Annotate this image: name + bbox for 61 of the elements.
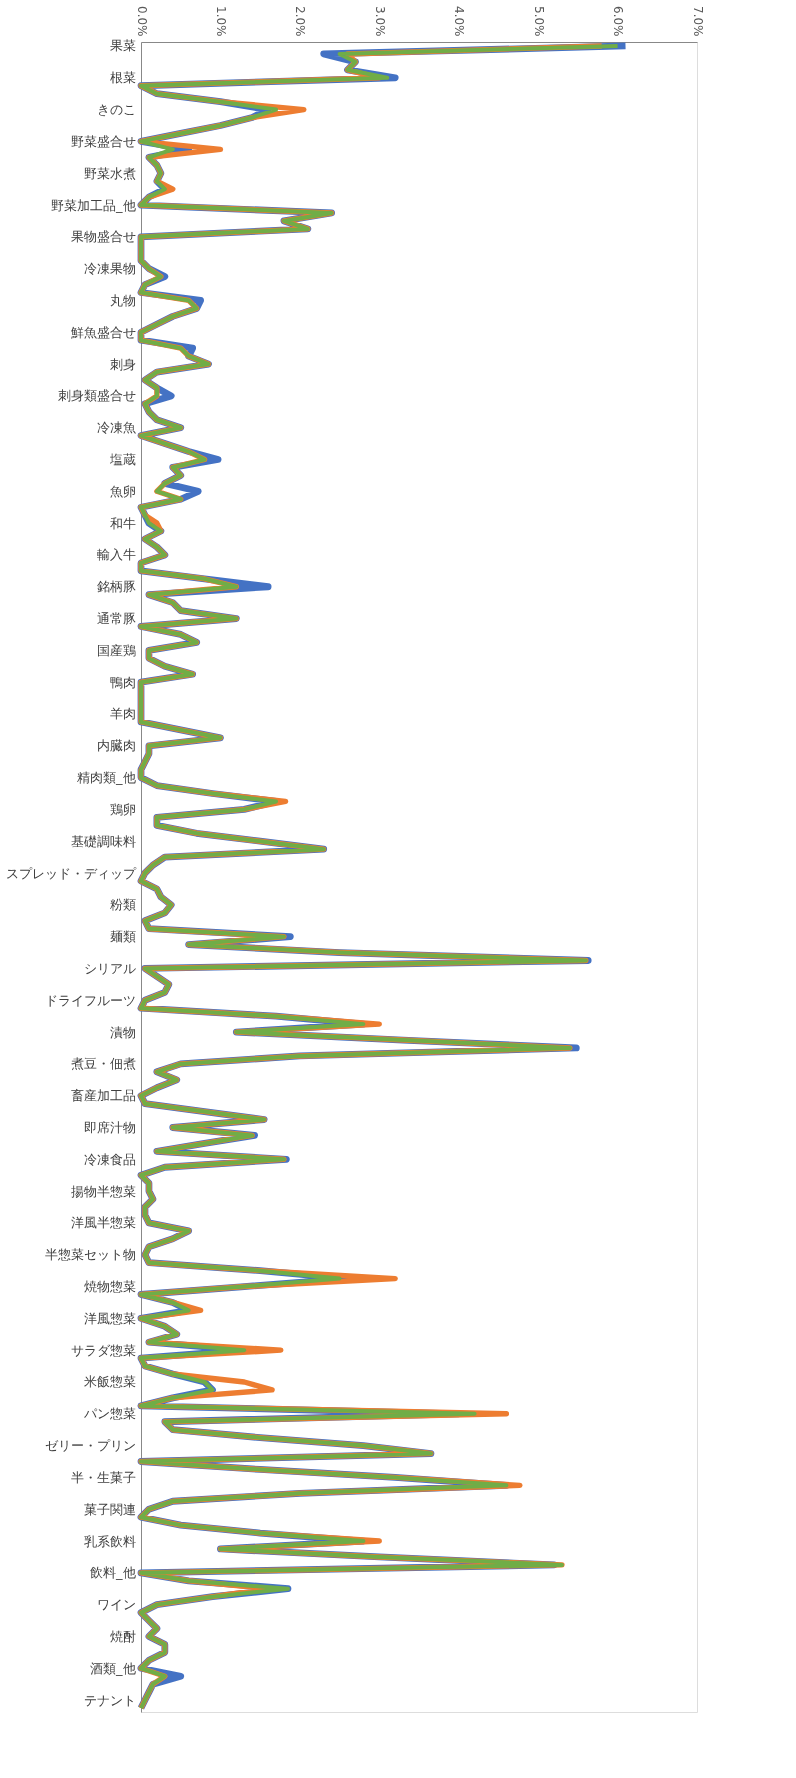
- y-tick-label: 粉類: [109, 897, 136, 913]
- y-tick-label: 鮮魚盛合せ: [70, 324, 136, 340]
- y-tick-label: 鴨肉: [109, 674, 136, 690]
- y-tick-label: 揚物半惣菜: [70, 1183, 136, 1199]
- y-tick-label: 丸物: [109, 292, 136, 308]
- y-tick-label: 魚卵: [109, 483, 136, 499]
- y-tick-label: 通常豚: [96, 611, 136, 627]
- y-tick-label: 野菜水煮: [83, 165, 136, 181]
- x-tick-label: 1.0%: [213, 6, 228, 37]
- y-tick-label: ドライフルーツ: [44, 992, 136, 1008]
- y-tick-label: 根菜: [109, 70, 136, 86]
- y-tick-label: 鶏卵: [109, 801, 136, 817]
- y-tick-label: 菓子関連: [83, 1501, 136, 1517]
- y-tick-label: 果物盛合せ: [70, 229, 136, 245]
- y-tick-label: サラダ惣菜: [70, 1342, 136, 1358]
- y-tick-label: 羊肉: [109, 706, 136, 722]
- y-tick-label: 焼酎: [109, 1628, 136, 1644]
- y-tick-label: 半惣菜セット物: [44, 1247, 136, 1263]
- y-tick-label: 塩蔵: [108, 452, 136, 467]
- y-tick-label: 銘柄豚: [96, 579, 136, 595]
- y-tick-label: テナント: [83, 1692, 136, 1708]
- x-tick-label: 4.0%: [452, 6, 467, 37]
- y-tick-label: 畜産加工品: [70, 1088, 136, 1104]
- y-tick-label: パン惣菜: [82, 1406, 136, 1422]
- x-tick-label: 7.0%: [690, 6, 705, 37]
- y-tick-label: ワイン: [96, 1597, 136, 1613]
- x-tick-label: 5.0%: [531, 6, 546, 37]
- y-tick-label: 刺身類盛合せ: [57, 388, 136, 404]
- y-tick-label: 野菜盛合せ: [70, 133, 136, 149]
- y-tick-label: 米飯惣菜: [83, 1374, 136, 1390]
- y-tick-label: 和牛: [109, 515, 136, 531]
- y-tick-label: 輸入牛: [96, 547, 136, 563]
- x-tick-label: 0.0%: [134, 6, 149, 37]
- y-tick-label: 精肉類_他: [77, 770, 136, 786]
- y-tick-label: 乳系飲料: [83, 1533, 136, 1549]
- y-tick-label: 酒類_他: [90, 1660, 136, 1676]
- y-tick-label: 果菜: [109, 38, 136, 54]
- y-tick-label: 基礎調味料: [70, 833, 136, 849]
- y-tick-label: 焼物惣菜: [83, 1279, 136, 1295]
- y-tick-label: 飲料_他: [90, 1565, 136, 1581]
- x-tick-label: 3.0%: [372, 6, 387, 37]
- y-tick-label: 洋風惣菜: [83, 1310, 136, 1326]
- y-tick-label: 洋風半惣菜: [70, 1215, 136, 1231]
- y-tick-label: 半・生菓子: [70, 1469, 136, 1485]
- x-tick-label: 6.0%: [611, 6, 626, 37]
- y-tick-label: 煮豆・佃煮: [70, 1056, 136, 1072]
- y-tick-label: ゼリー・プリン: [44, 1438, 136, 1454]
- y-tick-label: 野菜加工品_他: [51, 197, 136, 213]
- x-tick-label: 2.0%: [293, 6, 308, 37]
- y-tick-label: スプレッド・ディップ: [5, 865, 137, 881]
- y-tick-label: シリアル: [83, 960, 136, 976]
- y-tick-label: 刺身: [109, 356, 136, 372]
- y-tick-label: 冷凍食品: [83, 1151, 136, 1167]
- y-tick-label: きのこ: [96, 102, 136, 118]
- y-tick-label: 冷凍魚: [96, 420, 136, 436]
- y-tick-label: 漬物: [109, 1024, 136, 1040]
- y-tick-label: 即席汁物: [83, 1120, 136, 1135]
- y-tick-label: 冷凍果物: [83, 261, 136, 277]
- y-tick-label: 内臓肉: [96, 738, 136, 754]
- y-tick-label: 麺類: [109, 929, 136, 945]
- y-tick-label: 国産鶏: [96, 642, 136, 658]
